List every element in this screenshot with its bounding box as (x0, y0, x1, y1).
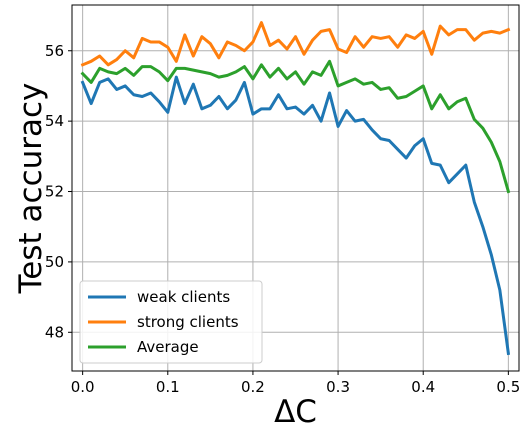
series-line-average (80, 59, 511, 194)
y-tick-label: 54 (45, 112, 64, 130)
legend-label: Average (137, 338, 199, 356)
x-tick-label: 0.2 (241, 378, 265, 396)
x-tick-label: 0.3 (326, 378, 350, 396)
legend-box (79, 280, 263, 364)
axis-ticks: 0.0 0.1 0.2 0.3 0.4 0.5 48 50 52 54 56 (45, 42, 520, 396)
legend-label: strong clients (137, 313, 239, 331)
x-tick-label: 0.1 (156, 378, 180, 396)
y-tick-label: 56 (45, 42, 64, 60)
legend: weak clients strong clients Average (79, 280, 263, 364)
x-axis-label: ΔC (274, 394, 317, 429)
series-lines (80, 21, 511, 356)
x-tick-label: 0.5 (496, 378, 520, 396)
y-tick-label: 52 (45, 183, 64, 201)
y-axis-label: Test accuracy (13, 83, 49, 295)
series-line-weak-clients (80, 75, 511, 356)
x-tick-label: 0.4 (411, 378, 435, 396)
y-tick-label: 50 (45, 253, 64, 271)
series-line-strong-clients (80, 21, 511, 67)
x-tick-label: 0.0 (71, 378, 95, 396)
y-tick-label: 48 (45, 323, 64, 341)
legend-label: weak clients (137, 288, 230, 306)
plot-frame (71, 4, 520, 372)
